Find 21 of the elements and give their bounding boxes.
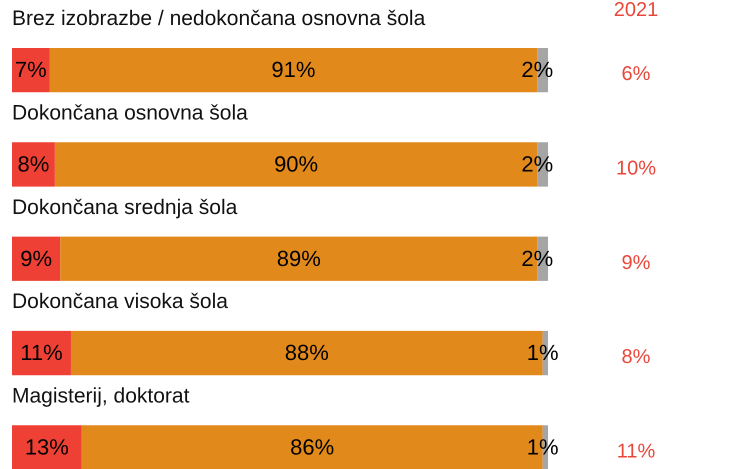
data-label: 7%: [14, 57, 47, 82]
data-label: 8%: [18, 151, 50, 176]
y-tick-label: Dokončana visoka šola: [12, 290, 228, 314]
text: 8%: [622, 346, 651, 368]
text: 6%: [622, 63, 651, 86]
text: 9%: [622, 252, 651, 274]
data-label: 90%: [274, 151, 318, 176]
y-tick-label: Magisterij, doktorat: [12, 384, 190, 408]
data-label: 86%: [290, 434, 334, 460]
y-tick-label: Brez izobrazbe / nedokončana osnovna šola: [12, 7, 426, 30]
data-label: 13%: [24, 434, 69, 460]
y-tick-label: Dokončana srednja šola: [12, 196, 238, 219]
y-tick-label: Dokončana osnovna šola: [12, 101, 248, 124]
data-label: 91%: [271, 57, 316, 82]
text: 11%: [616, 440, 656, 462]
data-label: 88%: [284, 340, 329, 366]
text: 2021: [614, 0, 658, 21]
data-label: 89%: [276, 246, 321, 271]
data-label: 9%: [20, 246, 52, 271]
text: 10%: [616, 157, 656, 180]
data-label: 11%: [20, 340, 63, 366]
